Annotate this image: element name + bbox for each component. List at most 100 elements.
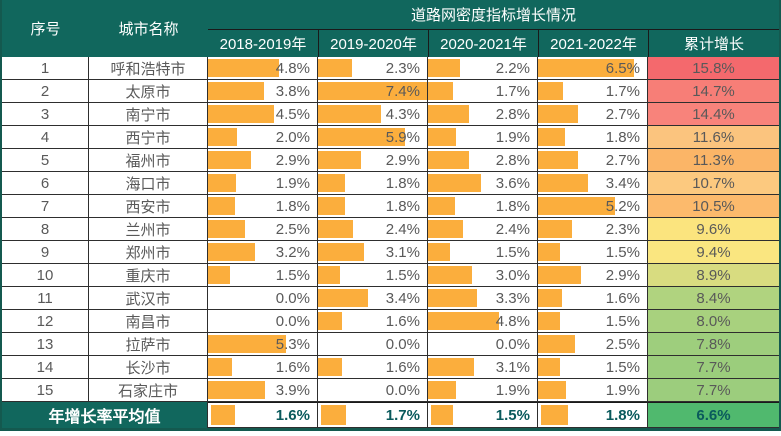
growth-value-label: 1.5% [605,312,640,330]
growth-value-label: 1.9% [605,381,640,399]
city-name-cell: 兰州市 [89,218,208,241]
data-bar [538,266,581,284]
growth-value-label: 3.8% [275,82,310,100]
growth-value-label: 1.5% [495,243,530,261]
row-index-cell: 4 [2,126,89,149]
data-bar [538,128,565,146]
row-index-cell: 2 [2,80,89,103]
growth-value-label: 2.5% [605,335,640,353]
growth-value-cell: 3.3% [428,287,538,310]
growth-value-label: 3.4% [385,289,420,307]
growth-value-cell: 1.5% [318,264,428,287]
growth-value-cell: 3.2% [208,241,318,264]
table-body: 1 呼和浩特市 4.8% 2.3% 2.2% 6.5% 15.8% 2 太原市 3.8% 7.4% 1… [2,57,779,428]
growth-value-label: 1.6% [605,289,640,307]
data-bar [318,59,352,77]
growth-value-cell: 1.5% [428,241,538,264]
data-bar [538,220,572,238]
growth-value-label: 1.8% [385,174,420,192]
growth-value-label: 1.5% [605,243,640,261]
data-bar [538,174,589,192]
growth-value-label: 0.0% [275,289,310,307]
growth-value-label: 3.1% [385,243,420,261]
table-row: 9 郑州市 3.2% 3.1% 1.5% 1.5% 9.4% [2,241,779,264]
data-bar [318,289,369,307]
growth-value-label: 2.8% [495,105,530,123]
growth-value-cell: 0.0% [428,333,538,356]
table-header: 序号 城市名称 道路网密度指标增长情况 2018-2019年 2019-2020… [2,0,779,57]
data-bar [428,312,499,330]
growth-value-label: 1.8% [605,128,640,146]
growth-value-label: 0.0% [385,335,420,353]
growth-value-cell: 1.5% [538,310,648,333]
data-bar [538,59,634,77]
growth-value-label: 1.5% [605,358,640,376]
table-row: 2 太原市 3.8% 7.4% 1.7% 1.7% 14.7% [2,80,779,103]
header-year-2019-2020: 2019-2020年 [318,30,428,57]
table-row: 3 南宁市 4.5% 4.3% 2.8% 2.7% 14.4% [2,103,779,126]
growth-value-label: 4.3% [385,105,420,123]
growth-value-label: 5.9% [385,128,420,146]
header-index: 序号 [2,0,89,57]
growth-value-cell: 3.4% [538,172,648,195]
growth-value-cell: 1.8% [318,172,428,195]
growth-value-label: 1.7% [605,82,640,100]
growth-value-cell: 2.7% [538,103,648,126]
table-row: 6 海口市 1.9% 1.8% 3.6% 3.4% 10.7% [2,172,779,195]
growth-value-cell: 1.5% [538,356,648,379]
data-bar [318,174,345,192]
growth-value-cell: 0.0% [208,310,318,333]
row-index-cell: 1 [2,57,89,80]
table-title: 道路网密度指标增长情况 [208,0,779,30]
growth-value-label: 2.2% [495,59,530,77]
growth-value-label: 3.2% [275,243,310,261]
growth-value-cell: 3.1% [428,356,538,379]
growth-value-label: 1.7% [385,406,420,424]
data-bar [428,82,454,100]
growth-value-label: 1.6% [275,358,310,376]
growth-value-cell: 1.5% [428,402,538,428]
growth-value-label: 1.6% [275,406,310,424]
growth-value-cell: 2.9% [318,149,428,172]
data-bar [428,243,451,261]
growth-value-label: 5.2% [605,197,640,215]
cumulative-growth-cell: 9.6% [648,218,779,241]
growth-value-label: 3.0% [495,266,530,284]
data-bar [321,405,347,425]
growth-value-cell: 3.6% [428,172,538,195]
data-bar [538,289,562,307]
table-row: 1 呼和浩特市 4.8% 2.3% 2.2% 6.5% 15.8% [2,57,779,80]
growth-value-cell: 2.2% [428,57,538,80]
growth-value-label: 6.5% [605,59,640,77]
growth-value-label: 4.8% [275,59,310,77]
growth-value-cell: 2.5% [208,218,318,241]
data-bar [208,220,245,238]
growth-value-cell: 2.4% [318,218,428,241]
city-name-cell: 海口市 [89,172,208,195]
growth-value-cell: 4.3% [318,103,428,126]
table-row: 7 西安市 1.8% 1.8% 1.8% 5.2% 10.5% [2,195,779,218]
data-bar [428,266,473,284]
cumulative-growth-cell: 10.7% [648,172,779,195]
table-row: 11 武汉市 0.0% 3.4% 3.3% 1.6% 8.4% [2,287,779,310]
growth-value-label: 0.0% [275,312,310,330]
data-bar [318,358,342,376]
city-name-cell: 呼和浩特市 [89,57,208,80]
growth-value-label: 2.7% [605,151,640,169]
growth-value-cell: 1.8% [538,402,648,428]
data-bar [208,59,279,77]
growth-value-cell: 3.1% [318,241,428,264]
growth-value-cell: 1.7% [538,80,648,103]
row-index-cell: 15 [2,379,89,402]
data-bar [208,82,264,100]
data-bar [318,105,382,123]
growth-value-label: 1.7% [495,82,530,100]
data-bar [208,358,232,376]
growth-value-label: 1.9% [495,128,530,146]
growth-value-label: 2.3% [385,59,420,77]
data-bar [208,197,235,215]
growth-value-label: 3.1% [495,358,530,376]
growth-value-label: 1.8% [605,406,640,424]
data-bar [428,105,470,123]
cumulative-growth-cell: 9.4% [648,241,779,264]
